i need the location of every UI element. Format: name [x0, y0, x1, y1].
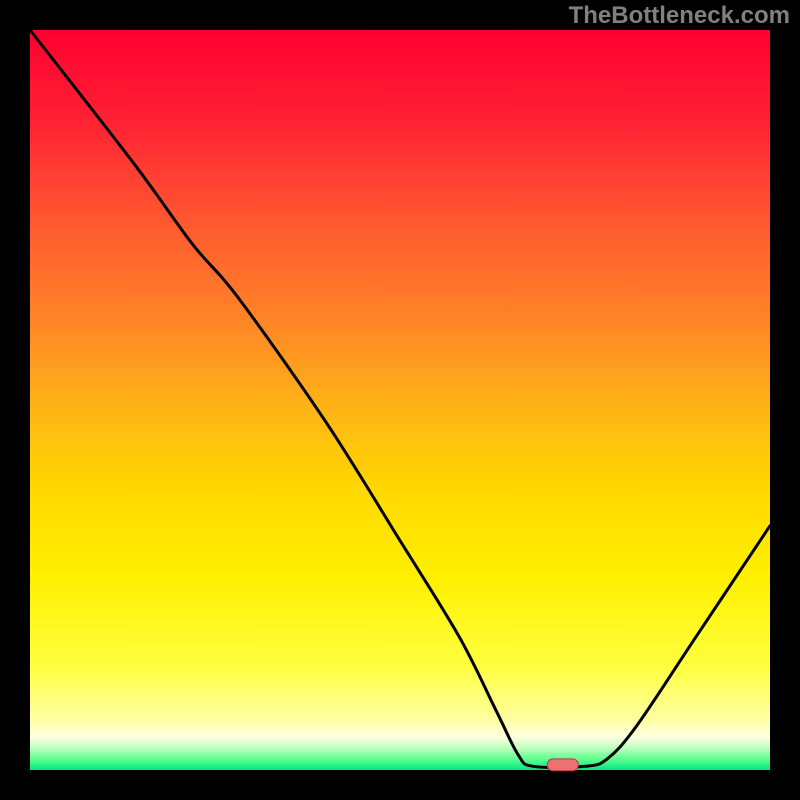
chart-container: TheBottleneck.com: [0, 0, 800, 800]
gradient-background: [30, 30, 770, 770]
optimal-marker: [547, 759, 578, 771]
watermark-text: TheBottleneck.com: [569, 2, 790, 30]
bottleneck-chart: [0, 0, 800, 800]
